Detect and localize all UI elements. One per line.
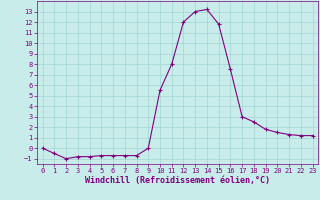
X-axis label: Windchill (Refroidissement éolien,°C): Windchill (Refroidissement éolien,°C) bbox=[85, 176, 270, 185]
